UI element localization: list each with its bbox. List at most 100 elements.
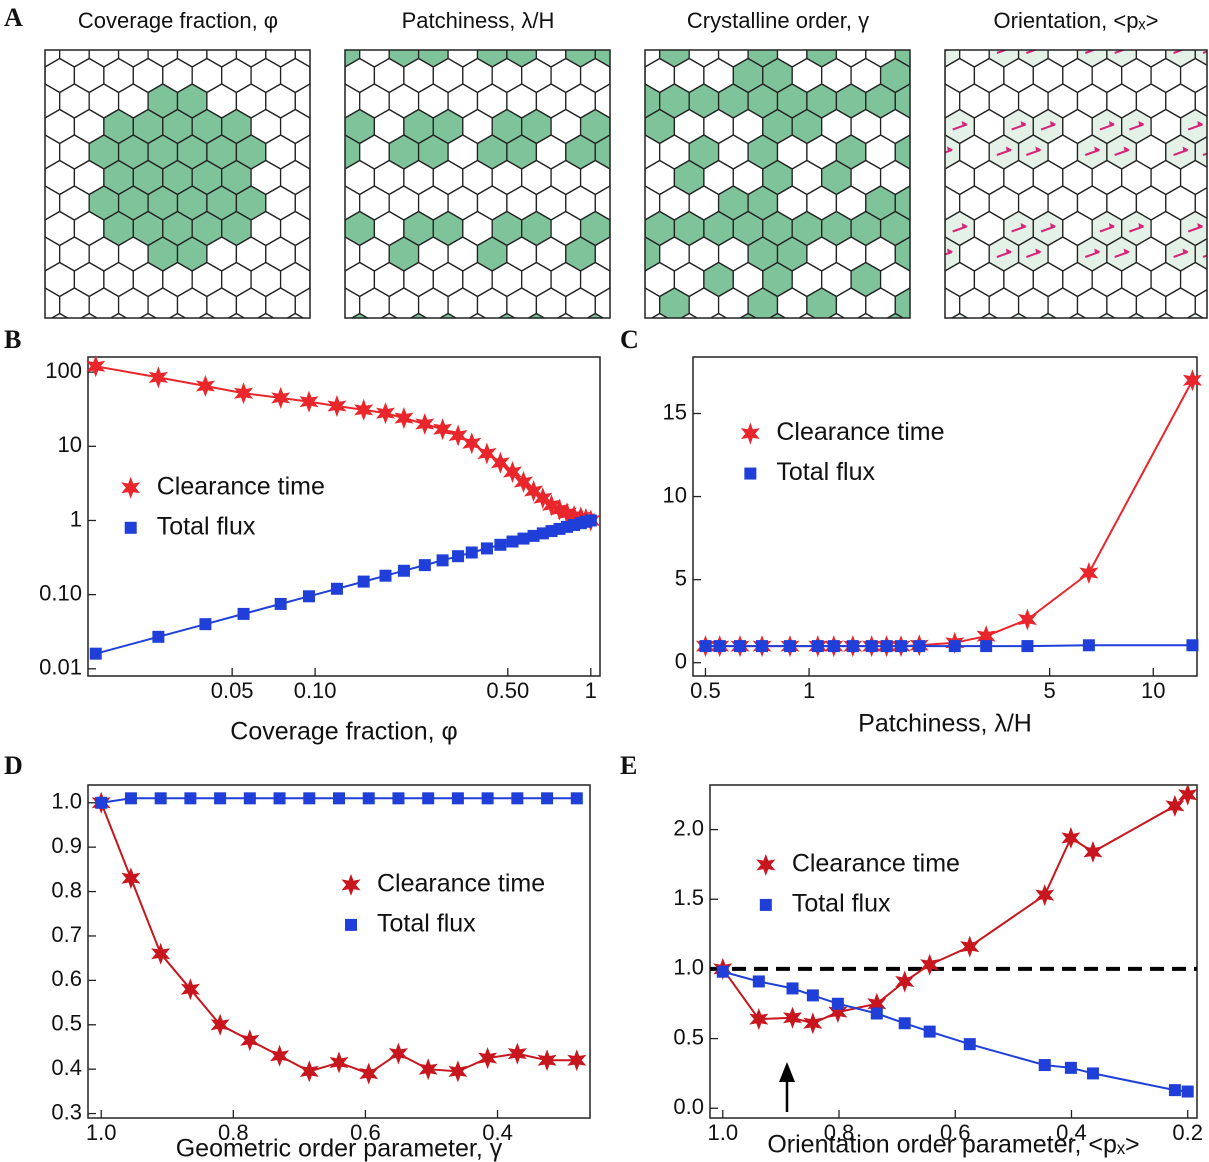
hex-grids	[44, 8, 1208, 373]
hex-cell	[609, 168, 610, 187]
y-tick-label: 0.9	[51, 833, 82, 858]
marker-square	[303, 792, 316, 805]
y-tick-label: 0.7	[51, 922, 82, 947]
marker-star	[1079, 562, 1099, 584]
hex-cell	[1127, 312, 1146, 318]
orientation-arrow-head	[1094, 248, 1101, 255]
hex-cell	[409, 312, 428, 318]
hex-cell	[827, 312, 846, 318]
marker-star	[1182, 369, 1202, 392]
marker-star	[1083, 840, 1103, 863]
hex-cell	[989, 339, 1018, 373]
hex-cell	[680, 312, 699, 318]
marker-square	[452, 550, 465, 563]
hex-grid	[916, 8, 1207, 373]
hex-cell	[1019, 339, 1049, 373]
orientation-arrow-head	[932, 121, 938, 127]
y-tick-label: 0.01	[39, 655, 82, 680]
hex-cell	[586, 312, 605, 318]
x-tick-label: 1.0	[707, 1120, 738, 1145]
marker-star	[448, 424, 468, 447]
y-tick-label: 0.10	[39, 580, 82, 605]
marker-star	[1165, 794, 1185, 817]
orientation-arrow-head	[1094, 351, 1100, 357]
y-tick-label: 1.0	[673, 955, 704, 980]
marker-star	[329, 1051, 349, 1074]
orientation-arrow	[923, 125, 937, 130]
hex-cell	[719, 339, 749, 373]
hex-cell	[119, 339, 149, 373]
hex-cell	[645, 66, 646, 85]
legend-label: Clearance time	[792, 850, 960, 878]
plot-frame	[87, 356, 601, 677]
hex-cell	[286, 312, 305, 318]
marker-square	[517, 532, 530, 545]
hex-cell	[309, 168, 310, 187]
x-tick-label: 0.05	[211, 678, 254, 703]
marker-square	[237, 607, 250, 620]
hex-cell	[960, 339, 990, 373]
orientation-arrow-head	[961, 223, 968, 229]
hex-cell	[148, 339, 177, 373]
marker-star	[477, 442, 497, 465]
marker-star	[462, 432, 482, 455]
marker-star	[749, 1008, 769, 1031]
orientation-arrow-head	[1197, 121, 1204, 127]
hex-cell	[895, 339, 924, 373]
orientation-arrow-head	[932, 19, 938, 25]
marker-star	[433, 418, 453, 441]
marker-square	[948, 640, 961, 653]
orientation-arrow-head	[947, 248, 953, 255]
marker-square	[154, 792, 167, 805]
y-tick-label: 1	[70, 506, 82, 531]
orientation-arrow	[1188, 23, 1202, 28]
marker-star	[415, 413, 435, 435]
orientation-arrow-head	[1183, 351, 1189, 357]
hex-cell	[109, 312, 128, 318]
y-tick-label: 0.0	[673, 1094, 704, 1119]
marker-square	[379, 569, 392, 582]
orientation-arrow-head	[1035, 351, 1041, 357]
orientation-arrow-head	[932, 325, 938, 331]
hex-cell	[748, 339, 777, 373]
hex-cell	[609, 270, 610, 289]
marker-square	[527, 529, 540, 542]
hex-cell	[45, 168, 46, 187]
marker-square	[752, 975, 765, 988]
orientation-arrow-head	[1050, 223, 1057, 229]
legend-marker	[740, 422, 760, 445]
marker-square	[465, 546, 478, 559]
marker-square	[451, 792, 464, 805]
legend-marker	[124, 521, 137, 534]
hex-cell	[916, 8, 945, 42]
orientation-arrow-head	[1035, 248, 1042, 255]
marker-square	[584, 514, 597, 527]
hex-cell	[909, 117, 910, 136]
hex-cell	[309, 117, 310, 136]
hex-cell	[45, 219, 46, 238]
y-tick-label: 15	[663, 399, 687, 424]
orientation-arrow	[1202, 50, 1207, 54]
panel-title: Orientation, <pₓ>	[994, 8, 1159, 33]
hex-cell	[360, 339, 390, 373]
x-tick-label: 0.8	[218, 1120, 249, 1145]
marker-square	[806, 989, 819, 1002]
marker-square	[494, 538, 507, 551]
orientation-arrow	[1129, 329, 1143, 334]
y-tick-label: 5	[675, 565, 687, 590]
x-tick-label: 0.4	[1056, 1120, 1087, 1145]
hex-cell	[497, 312, 517, 318]
hex-cell	[909, 270, 910, 289]
marker-square	[1181, 1085, 1194, 1098]
marker-star	[359, 1062, 379, 1085]
orientation-arrow-head	[1050, 325, 1056, 331]
hex-cell	[945, 219, 946, 238]
marker-star	[507, 1042, 527, 1065]
hex-cell	[1048, 339, 1077, 373]
marker-square	[418, 559, 431, 572]
hex-grid	[345, 50, 610, 373]
hex-cell	[1156, 312, 1175, 318]
marker-square	[1186, 639, 1199, 652]
orientation-arrow	[953, 329, 967, 334]
orientation-arrow-head	[1108, 121, 1115, 127]
